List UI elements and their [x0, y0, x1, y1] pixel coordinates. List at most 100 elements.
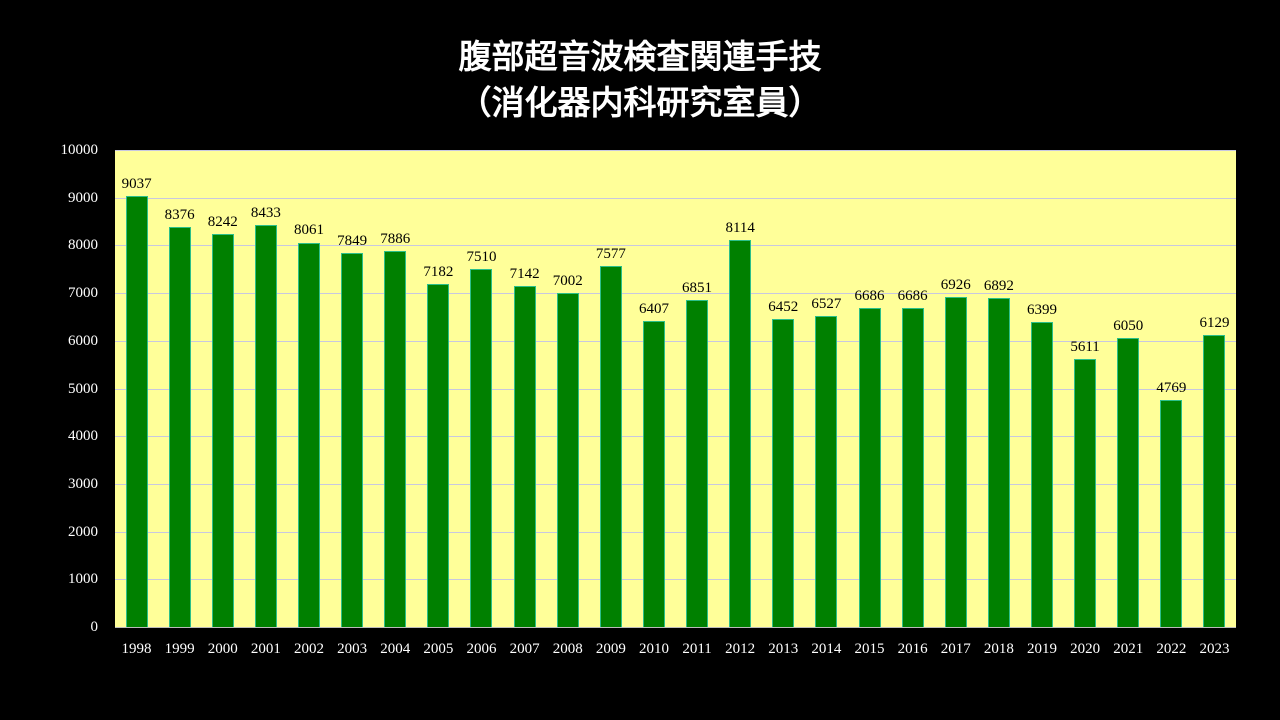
- y-tick-label: 3000: [68, 475, 98, 492]
- y-tick-label: 8000: [68, 237, 98, 254]
- y-tick-label: 2000: [68, 523, 98, 540]
- x-tick-label: 2015: [854, 641, 885, 657]
- data-label: 6452: [768, 299, 799, 316]
- data-label: 8061: [294, 222, 325, 239]
- y-tick-label: 6000: [68, 332, 98, 349]
- x-tick-label: 2022: [1156, 641, 1187, 657]
- data-label: 7142: [509, 266, 540, 283]
- chart-title-line1: 腹部超音波検査関連手技: [458, 37, 822, 76]
- x-tick-label: 2021: [1113, 641, 1144, 657]
- gridline: [115, 483, 1236, 485]
- gridline: [115, 245, 1236, 247]
- data-label: 7002: [552, 273, 583, 289]
- bar-2013: [772, 319, 795, 627]
- x-tick-label: 2000: [207, 641, 238, 657]
- bar-1999: [168, 227, 191, 627]
- data-label: 6527: [811, 295, 842, 312]
- gridline: [115, 388, 1236, 390]
- gridline: [115, 436, 1236, 438]
- x-tick-label: 2023: [1199, 641, 1230, 657]
- bar-2014: [815, 315, 838, 627]
- y-tick-label: 1000: [68, 571, 98, 588]
- data-label: 7510: [466, 248, 497, 265]
- data-label: 7182: [423, 264, 454, 281]
- plot-area: 9037 8376 8242 8433 8061 7849 7886 7182 7510 7142…: [115, 150, 1236, 627]
- bar-1998: [125, 195, 148, 627]
- gridline: [115, 293, 1236, 295]
- bar-2021: [1117, 338, 1140, 627]
- x-tick-label: 2016: [897, 641, 928, 657]
- bar-2020: [1074, 359, 1097, 627]
- bar-2000: [211, 233, 234, 627]
- x-tick-label: 2011: [682, 641, 712, 657]
- x-tick-label: 2007: [509, 641, 540, 657]
- gridline: [115, 340, 1236, 342]
- bar-2011: [686, 300, 709, 627]
- gridline: [115, 150, 1236, 151]
- x-tick-label: 2006: [466, 641, 497, 657]
- bar-2010: [642, 321, 665, 627]
- gridline: [115, 579, 1236, 581]
- x-tick-label: 2009: [595, 641, 626, 657]
- y-tick-label: 5000: [68, 380, 98, 397]
- y-tick-label: 4000: [68, 428, 98, 445]
- bar-2005: [427, 284, 450, 627]
- bar-2003: [341, 252, 364, 627]
- y-tick-label: 10000: [60, 142, 99, 158]
- bar-2016: [901, 308, 924, 627]
- chart-title: 腹部超音波検査関連手技 （消化器内科研究室員）: [0, 34, 1280, 126]
- x-tick-label: 2018: [983, 641, 1014, 657]
- y-tick-label: 9000: [68, 189, 98, 206]
- data-label: 6926: [940, 276, 971, 293]
- data-label: 7849: [337, 232, 368, 249]
- data-label: 6892: [983, 278, 1014, 295]
- gridline: [115, 197, 1236, 199]
- data-label: 4769: [1156, 379, 1187, 396]
- bar-2006: [470, 268, 493, 627]
- data-label: 6851: [682, 280, 713, 297]
- bar-2009: [599, 265, 622, 627]
- bar-2023: [1203, 334, 1226, 627]
- bar-2002: [298, 242, 321, 627]
- data-label: 6686: [854, 288, 885, 305]
- data-label: 8433: [250, 204, 281, 221]
- x-tick-label: 2010: [638, 641, 669, 657]
- data-label: 8376: [164, 207, 195, 224]
- x-tick-label: 2004: [380, 641, 411, 657]
- bar-2008: [556, 293, 579, 627]
- x-tick-label: 2005: [423, 641, 454, 657]
- data-label: 7886: [380, 230, 411, 247]
- data-label: 6686: [897, 288, 928, 305]
- data-label: 6050: [1113, 318, 1144, 335]
- x-tick-label: 2003: [337, 641, 368, 657]
- bar-2015: [858, 308, 881, 627]
- data-label: 8242: [207, 213, 238, 230]
- y-tick-label: 0: [90, 619, 99, 635]
- data-label: 8114: [725, 219, 755, 236]
- data-label: 5611: [1070, 339, 1100, 356]
- x-tick-label: 2008: [552, 641, 583, 657]
- data-label: 6129: [1199, 314, 1230, 331]
- bar-2007: [513, 286, 536, 627]
- bar-2012: [729, 239, 752, 627]
- bar-2022: [1160, 399, 1183, 627]
- x-tick-label: 2020: [1070, 641, 1101, 657]
- x-tick-label: 1998: [121, 641, 152, 657]
- gridline: [115, 531, 1236, 533]
- data-label: 7577: [595, 245, 626, 262]
- bar-2018: [987, 298, 1010, 627]
- y-tick-label: 7000: [68, 285, 98, 302]
- bar-2019: [1030, 321, 1053, 627]
- data-label: 6399: [1026, 301, 1057, 318]
- chart-title-line2: （消化器内科研究室員）: [458, 83, 822, 122]
- x-tick-label: 2019: [1026, 641, 1057, 657]
- x-tick-label: 2013: [768, 641, 799, 657]
- x-tick-label: 2002: [294, 641, 325, 657]
- x-tick-label: 2014: [811, 641, 842, 657]
- x-tick-label: 1999: [164, 641, 195, 657]
- bar-2001: [254, 224, 277, 627]
- data-label: 9037: [121, 175, 152, 192]
- x-tick-label: 2001: [250, 641, 281, 657]
- x-axis-line: [115, 627, 1236, 628]
- data-label: 6407: [638, 301, 669, 318]
